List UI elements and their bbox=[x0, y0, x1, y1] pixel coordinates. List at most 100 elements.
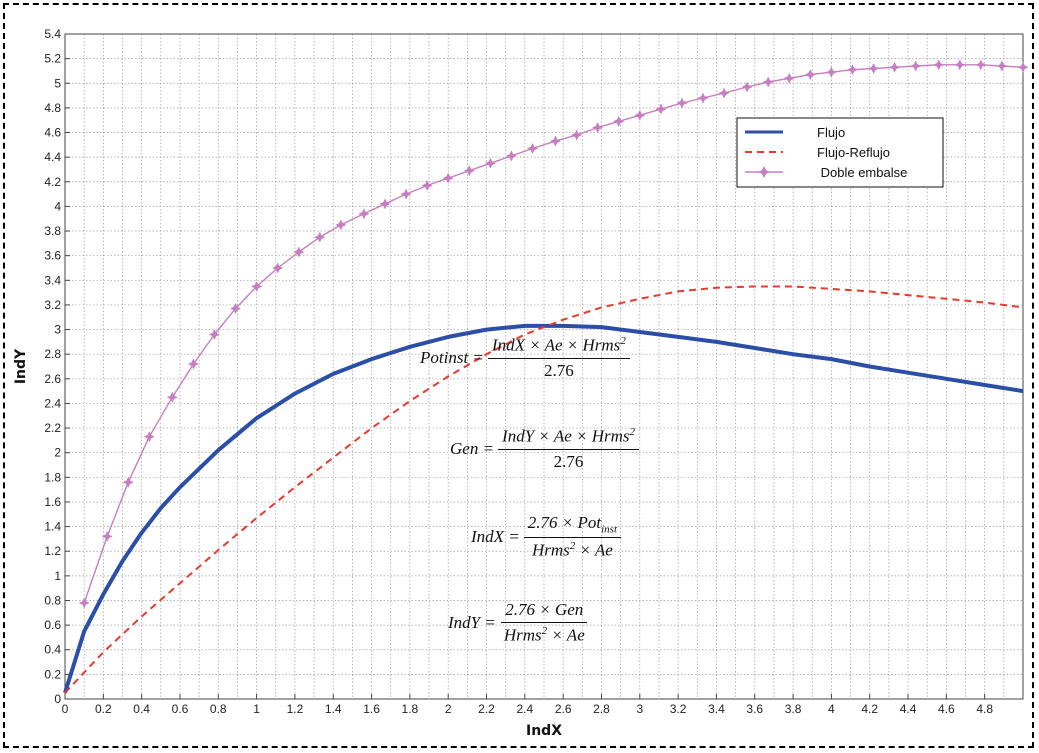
series-point-doble-embalse bbox=[954, 59, 966, 71]
equation-gen-num-text: IndY × Ae × Hrms bbox=[502, 426, 630, 446]
series-point-doble-embalse bbox=[78, 597, 90, 609]
equation-indy-den-exp: 2 bbox=[541, 625, 548, 637]
series-point-doble-embalse bbox=[272, 262, 284, 274]
x-tick-label: 2.4 bbox=[516, 702, 533, 716]
equation-indx-numerator: 2.76 × Potinst bbox=[523, 513, 622, 539]
y-tick-label: 2.6 bbox=[44, 372, 61, 386]
equation-indx-num-text: 2.76 × Pot bbox=[527, 513, 602, 532]
equation-indy-den-text: Hrms bbox=[503, 625, 542, 645]
plot-area bbox=[64, 33, 1024, 700]
equation-indx-num-sub: inst bbox=[601, 523, 618, 536]
legend: Flujo Flujo-Reflujo Doble embalse bbox=[736, 117, 944, 188]
series-point-doble-embalse bbox=[804, 69, 816, 81]
equation-indy-numerator: 2.76 × Gen bbox=[501, 600, 588, 623]
equation-indy-den-text-b: × Ae bbox=[547, 625, 585, 645]
y-tick-label: 1.4 bbox=[44, 520, 61, 534]
y-tick-label: 4.8 bbox=[44, 101, 61, 115]
series-point-doble-embalse bbox=[442, 172, 454, 184]
y-tick-label: 1.8 bbox=[44, 470, 61, 484]
equation-gen: Gen = IndY × Ae × Hrms2 2.76 bbox=[450, 426, 640, 472]
x-tick-label: 0.4 bbox=[133, 702, 150, 716]
x-tick-label: 2.2 bbox=[478, 702, 495, 716]
y-tick-label: 3.2 bbox=[44, 298, 61, 312]
y-tick-label: 4.2 bbox=[44, 175, 61, 189]
series-point-doble-embalse bbox=[933, 59, 945, 71]
y-tick-label: 4 bbox=[54, 199, 61, 213]
equation-indx-den-text-b: × Ae bbox=[575, 541, 613, 561]
x-tick-label: 1.2 bbox=[287, 702, 304, 716]
y-tick-label: 3 bbox=[54, 323, 61, 337]
y-tick-label: 5 bbox=[54, 76, 61, 90]
equation-gen-numerator: IndY × Ae × Hrms2 bbox=[498, 426, 640, 450]
series-point-doble-embalse bbox=[143, 431, 155, 443]
series-point-doble-embalse bbox=[358, 208, 370, 220]
series-point-doble-embalse bbox=[229, 303, 242, 315]
series-point-doble-embalse bbox=[549, 135, 562, 147]
equation-potinst-lhs: Potinst = bbox=[420, 347, 484, 367]
equation-indy: IndY = 2.76 × Gen Hrms2 × Ae bbox=[448, 600, 589, 646]
y-tick-label: 2 bbox=[54, 446, 61, 460]
series-point-doble-embalse bbox=[463, 165, 475, 177]
x-tick-label: 2.8 bbox=[593, 702, 610, 716]
series-point-doble-embalse bbox=[825, 66, 837, 78]
series-point-doble-embalse bbox=[697, 92, 709, 104]
series-point-doble-embalse bbox=[314, 231, 326, 243]
series-point-doble-embalse bbox=[379, 198, 391, 210]
x-tick-label: 2.6 bbox=[555, 702, 572, 716]
series-point-doble-embalse bbox=[526, 142, 539, 155]
series-point-doble-embalse bbox=[718, 87, 730, 99]
series-point-doble-embalse bbox=[208, 328, 220, 341]
x-tick-label: 4.8 bbox=[976, 702, 993, 716]
equation-indy-lhs: IndY = bbox=[448, 612, 496, 632]
x-tick-label: 3.4 bbox=[708, 702, 725, 716]
x-tick-label: 0.6 bbox=[172, 702, 189, 716]
equation-gen-num-exp: 2 bbox=[629, 426, 636, 438]
legend-label-flujo-reflujo: Flujo-Reflujo bbox=[817, 145, 890, 160]
equation-indx: IndX = 2.76 × Potinst Hrms2 × Ae bbox=[471, 513, 622, 561]
legend-marker-doble-embalse bbox=[757, 165, 771, 179]
x-tick-label: 1.4 bbox=[325, 702, 342, 716]
equation-gen-denominator: 2.76 bbox=[553, 451, 584, 471]
y-tick-label: 2.8 bbox=[44, 347, 61, 361]
series-point-doble-embalse bbox=[762, 76, 774, 88]
x-tick-label: 3.6 bbox=[746, 702, 763, 716]
equation-potinst-num-exp: 2 bbox=[620, 335, 626, 347]
y-tick-label: 0.4 bbox=[44, 643, 61, 657]
y-tick-label: 3.8 bbox=[44, 224, 61, 238]
legend-label-doble-embalse: Doble embalse bbox=[817, 165, 907, 180]
y-tick-label: 1 bbox=[54, 569, 61, 583]
grid-lines bbox=[64, 33, 1024, 700]
y-tick-labels: 0 0.2 0.4 0.6 0.8 1 1.2 1.4 1.6 1.8 2 2.2 2.4 2.6 2.8 3… bbox=[44, 27, 70, 706]
series-point-doble-embalse bbox=[505, 150, 517, 162]
series-point-doble-embalse bbox=[187, 358, 199, 370]
series-point-doble-embalse bbox=[484, 157, 497, 169]
x-tick-label: 3.2 bbox=[670, 702, 687, 716]
equation-indx-fraction: 2.76 × Potinst Hrms2 × Ae bbox=[523, 513, 622, 561]
series-point-doble-embalse bbox=[634, 109, 646, 121]
y-tick-label: 4.4 bbox=[44, 150, 61, 164]
legend-label-flujo: Flujo bbox=[817, 125, 845, 140]
series-point-doble-embalse bbox=[888, 61, 901, 73]
y-tick-label: 0.2 bbox=[44, 667, 61, 681]
series-line-flujo-reflujo bbox=[64, 285, 1024, 694]
series-point-doble-embalse bbox=[655, 103, 667, 115]
series-point-doble-embalse bbox=[676, 97, 688, 109]
series-line-flujo bbox=[63, 323, 1024, 694]
y-tick-label: 3.4 bbox=[44, 273, 61, 287]
x-tick-label: 3.8 bbox=[785, 702, 802, 716]
x-tick-label: 4.4 bbox=[900, 702, 917, 716]
x-tick-labels: 0 0.2 0.4 0.6 0.8 1 1.2 1.4 1.6 1.8 2 2.2 2.4 2.6 2.8 3… bbox=[62, 694, 993, 716]
equation-gen-lhs: Gen = bbox=[450, 438, 495, 458]
series-point-doble-embalse bbox=[293, 246, 305, 258]
series-point-doble-embalse bbox=[166, 391, 178, 403]
y-tick-label: 1.2 bbox=[44, 544, 61, 558]
line-chart: 0 0.2 0.4 0.6 0.8 1 1.2 1.4 1.6 1.8 2 2.2 2.4 2.6 2.8 3… bbox=[13, 27, 1029, 739]
x-tick-label: 4.2 bbox=[861, 702, 878, 716]
equation-potinst-denominator: 2.76 bbox=[543, 360, 574, 380]
y-tick-label: 4.6 bbox=[44, 126, 61, 140]
x-tick-label: 3 bbox=[636, 702, 643, 716]
series-point-doble-embalse bbox=[101, 530, 113, 543]
equation-potinst: Potinst = IndX × Ae × Hrms2 2.76 bbox=[420, 335, 630, 381]
y-tick-label: 0.6 bbox=[44, 618, 61, 632]
equation-indx-lhs: IndX = bbox=[471, 527, 520, 547]
